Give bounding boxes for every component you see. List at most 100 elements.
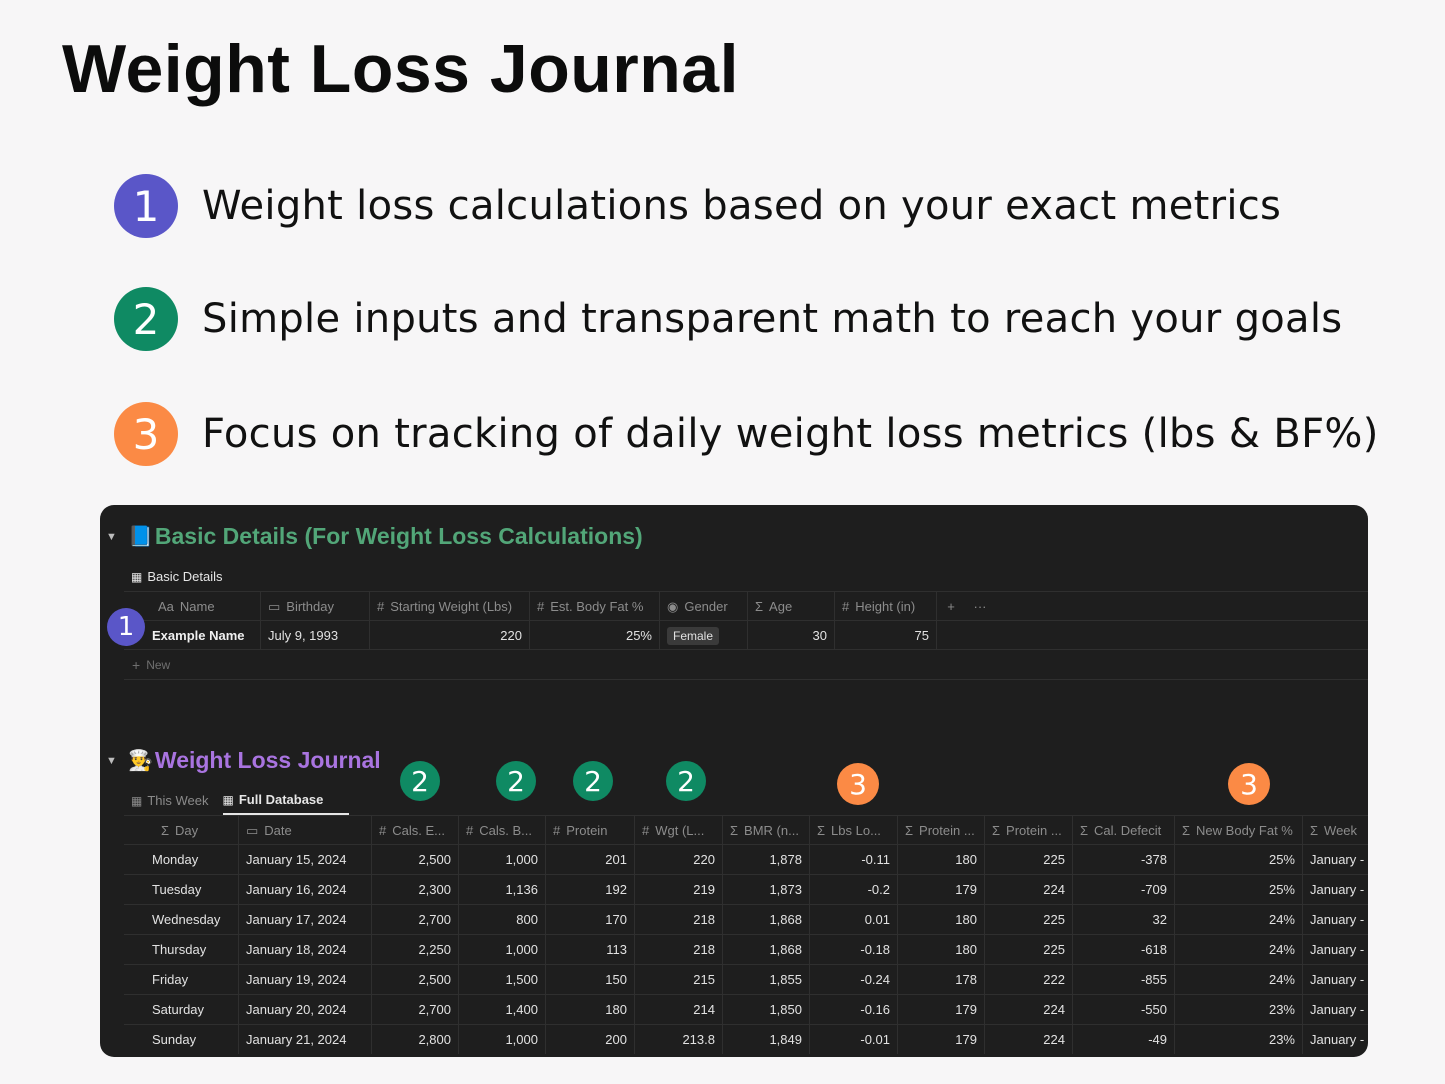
add-column-icon[interactable]: + [947,599,955,614]
cell-protein-min: 178 [898,965,985,994]
cell-body-fat[interactable]: 25% [530,621,660,650]
cell-cals-eaten[interactable]: 2,700 [372,905,459,934]
cell-cals-eaten[interactable]: 2,250 [372,935,459,964]
cell-cals-eaten[interactable]: 2,300 [372,875,459,904]
table-row[interactable]: Wednesday January 17, 2024 2,700 800 170 218 1… [124,904,1368,934]
cell-weight[interactable]: 214 [635,995,723,1024]
tab-this-week[interactable]: ▦ This Week [131,793,209,808]
tab-full-database[interactable]: ▦ Full Database [222,786,350,815]
table-row[interactable]: Thursday January 18, 2024 2,250 1,000 113 218… [124,934,1368,964]
cell-protein-min: 179 [898,995,985,1024]
cell-date[interactable]: January 20, 2024 [239,995,372,1024]
column-header-weight[interactable]: # Wgt (L... [635,816,723,845]
new-row[interactable]: + New [124,649,1368,680]
column-header-cals-eaten[interactable]: # Cals. E... [372,816,459,845]
column-header-cals-burned[interactable]: # Cals. B... [459,816,546,845]
feature-text-3: Focus on tracking of daily weight loss m… [202,411,1379,457]
column-header-age[interactable]: Σ Age [748,592,835,621]
number-badge-3-overlay: 3 [1228,763,1270,805]
number-badge-2: 2 [114,287,178,351]
chef-icon: 👨‍🍳 [128,750,153,772]
number-badge-3-overlay: 3 [837,763,879,805]
cell-protein[interactable]: 200 [546,1025,635,1054]
column-header-week[interactable]: Σ Week [1310,823,1358,838]
cell-protein[interactable]: 201 [546,845,635,874]
cell-protein[interactable]: 180 [546,995,635,1024]
cell-weight[interactable]: 219 [635,875,723,904]
cell-weight[interactable]: 215 [635,965,723,994]
column-header-new-body-fat[interactable]: Σ New Body Fat % [1175,816,1303,845]
column-header-name[interactable]: Aa Name [124,592,261,621]
column-header-bmr[interactable]: Σ BMR (n... [723,816,810,845]
column-header-day[interactable]: Σ Day [124,816,239,845]
table-row[interactable]: Monday January 15, 2024 2,500 1,000 201 220 1,… [124,844,1368,874]
cell-protein[interactable]: 113 [546,935,635,964]
column-header-cal-deficit[interactable]: Σ Cal. Defecit [1073,816,1175,845]
table-icon: ▦ [222,792,234,807]
collapse-toggle-icon[interactable]: ▼ [106,754,117,767]
cell-weight[interactable]: 218 [635,905,723,934]
column-header-protein-max[interactable]: Σ Protein ... [985,816,1073,845]
column-header-gender[interactable]: ◉ Gender [660,592,748,621]
cell-date[interactable]: January 17, 2024 [239,905,372,934]
column-header-height[interactable]: # Height (in) [835,592,937,621]
column-header-body-fat[interactable]: # Est. Body Fat % [530,592,660,621]
column-header-birthday[interactable]: ▭ Birthday [261,592,370,621]
column-header-lbs-lost[interactable]: Σ Lbs Lo... [810,816,898,845]
cell-cals-eaten[interactable]: 2,700 [372,995,459,1024]
cell-day: Monday [124,845,239,874]
cell-cals-burned[interactable]: 1,000 [459,1025,546,1054]
cell-cals-eaten[interactable]: 2,500 [372,845,459,874]
more-options-icon[interactable]: ··· [973,599,987,614]
cell-cals-eaten[interactable]: 2,500 [372,965,459,994]
cell-weight[interactable]: 220 [635,845,723,874]
cell-new-body-fat: 24% [1175,905,1303,934]
formula-icon: Σ [1080,823,1089,838]
cell-lbs-lost: 0.01 [810,905,898,934]
formula-icon: Σ [1310,823,1319,838]
cell-weight[interactable]: 213.8 [635,1025,723,1054]
cell-cals-burned[interactable]: 1,000 [459,845,546,874]
cell-age: 30 [748,621,835,650]
table-row[interactable]: Sunday January 21, 2024 2,800 1,000 200 213.8… [124,1024,1368,1054]
cell-date[interactable]: January 19, 2024 [239,965,372,994]
cell-cals-burned[interactable]: 1,500 [459,965,546,994]
number-badge-1-overlay: 1 [107,608,145,646]
calendar-icon: ▭ [268,598,281,614]
cell-cals-eaten[interactable]: 2,800 [372,1025,459,1054]
cell-birthday[interactable]: July 9, 1993 [261,621,370,650]
cell-cals-burned[interactable]: 1,000 [459,935,546,964]
cell-protein[interactable]: 170 [546,905,635,934]
cell-date[interactable]: January 18, 2024 [239,935,372,964]
table-row[interactable]: Tuesday January 16, 2024 2,300 1,136 192 219 1… [124,874,1368,904]
collapse-toggle-icon[interactable]: ▼ [106,530,117,543]
cell-protein-min: 180 [898,905,985,934]
number-badge-2-overlay: 2 [666,761,706,801]
cell-name[interactable]: Example Name [124,621,261,650]
basic-details-header: ▼ 📘 Basic Details (For Weight Loss Calcu… [106,523,643,550]
cell-starting-weight[interactable]: 220 [370,621,530,650]
cell-cals-burned[interactable]: 1,136 [459,875,546,904]
column-header-protein[interactable]: # Protein [546,816,635,845]
cell-date[interactable]: January 16, 2024 [239,875,372,904]
column-header-date[interactable]: ▭ Date [239,816,372,845]
cell-new-body-fat: 24% [1175,935,1303,964]
table-row[interactable]: Friday January 19, 2024 2,500 1,500 150 215 1,… [124,964,1368,994]
cell-weight[interactable]: 218 [635,935,723,964]
column-header-protein-min[interactable]: Σ Protein ... [898,816,985,845]
tab-basic-details[interactable]: ▦ Basic Details [131,569,223,584]
cell-height[interactable]: 75 [835,621,937,650]
cell-cals-burned[interactable]: 800 [459,905,546,934]
cell-date[interactable]: January 21, 2024 [239,1025,372,1054]
cell-date[interactable]: January 15, 2024 [239,845,372,874]
cell-protein[interactable]: 192 [546,875,635,904]
table-row[interactable]: Saturday January 20, 2024 2,700 1,400 180 214… [124,994,1368,1024]
cell-gender[interactable]: Female [660,621,748,650]
cell-lbs-lost: -0.2 [810,875,898,904]
cell-cal-deficit: -550 [1073,995,1175,1024]
cell-cals-burned[interactable]: 1,400 [459,995,546,1024]
column-header-starting-weight[interactable]: # Starting Weight (Lbs) [370,592,530,621]
table-row[interactable]: Example Name July 9, 1993 220 25% Female… [124,620,1368,650]
calendar-icon: ▭ [246,822,259,838]
cell-protein[interactable]: 150 [546,965,635,994]
